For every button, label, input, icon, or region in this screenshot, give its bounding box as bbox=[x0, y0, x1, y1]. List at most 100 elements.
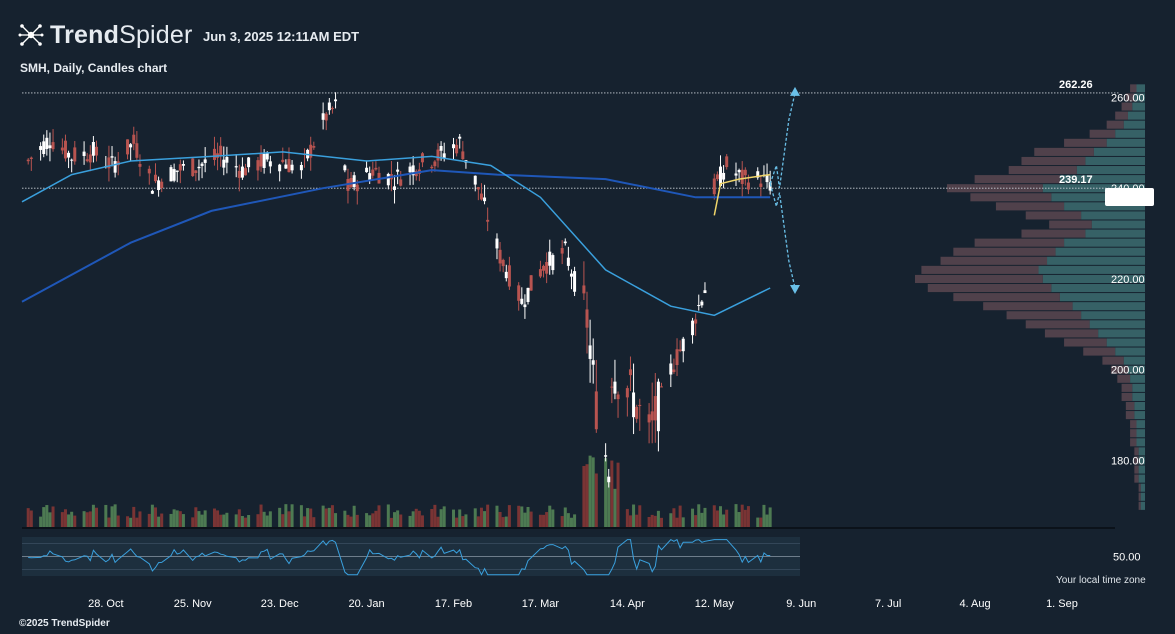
profile-bar-down bbox=[970, 193, 1052, 202]
profile-bar-up bbox=[1091, 220, 1145, 229]
volume-bar bbox=[591, 457, 595, 528]
candle-body bbox=[284, 164, 288, 169]
candle-body bbox=[88, 154, 92, 163]
volume-bar bbox=[650, 514, 654, 528]
volume-bar bbox=[529, 511, 533, 528]
candle-body bbox=[538, 269, 542, 277]
candle-body bbox=[147, 168, 151, 174]
volume-bar bbox=[703, 507, 707, 528]
volume-bar bbox=[247, 515, 251, 528]
candle-body bbox=[85, 159, 89, 162]
volume-bar bbox=[150, 504, 154, 528]
volume-bar bbox=[517, 505, 521, 528]
candle-body bbox=[458, 136, 462, 139]
volume-bar bbox=[647, 517, 651, 528]
volume-bar bbox=[200, 514, 204, 528]
volume-bar bbox=[225, 512, 229, 528]
rsi-panel: 50.00 bbox=[22, 537, 1141, 576]
profile-bar-down bbox=[1064, 338, 1107, 347]
candle-body bbox=[330, 108, 334, 110]
profile-bar-down bbox=[974, 238, 1065, 247]
profile-bar-down bbox=[983, 302, 1073, 311]
x-tick-label: 7. Jul bbox=[875, 598, 901, 610]
candle-body bbox=[175, 170, 179, 172]
volume-bar bbox=[85, 512, 89, 528]
volume-bar bbox=[88, 511, 92, 528]
candle-body bbox=[203, 159, 207, 163]
rsi-tick-label: 50.00 bbox=[1113, 552, 1141, 564]
candle-body bbox=[67, 152, 71, 158]
candle-body bbox=[479, 193, 483, 200]
volume-bar bbox=[479, 507, 483, 528]
profile-bar-down bbox=[1083, 347, 1116, 356]
candle-body bbox=[411, 165, 415, 176]
volume-bar bbox=[656, 510, 660, 528]
volume-bar bbox=[501, 517, 505, 528]
candle-body bbox=[517, 285, 521, 301]
profile-bar-down bbox=[1134, 456, 1139, 465]
volume-bar bbox=[138, 511, 142, 528]
candle-body bbox=[26, 159, 30, 162]
volume-bar bbox=[116, 515, 120, 528]
candle-body bbox=[244, 168, 248, 176]
vwap-line bbox=[713, 173, 771, 216]
candle-body bbox=[573, 271, 577, 292]
volume-bar bbox=[399, 514, 403, 528]
profile-bar-up bbox=[1115, 129, 1145, 138]
volume-bar bbox=[355, 514, 359, 528]
reference-label: 262.26 bbox=[1059, 79, 1093, 91]
candle-body bbox=[675, 349, 679, 366]
candle-body bbox=[433, 161, 437, 167]
profile-bar-down bbox=[1125, 93, 1135, 102]
volume-bar bbox=[616, 462, 620, 528]
profile-bar-down bbox=[995, 202, 1065, 211]
candle-body bbox=[299, 164, 303, 171]
volume-bar bbox=[95, 507, 99, 528]
candle-body bbox=[212, 148, 216, 160]
profile-bar-up bbox=[1132, 102, 1145, 111]
candle-body bbox=[740, 169, 744, 185]
indicator-lines bbox=[21, 86, 800, 317]
candle-body bbox=[495, 238, 499, 249]
volume-bar bbox=[526, 506, 530, 528]
spider-icon bbox=[18, 24, 44, 46]
candle-body bbox=[234, 166, 238, 168]
candle-body bbox=[746, 182, 750, 190]
volume-bar bbox=[160, 513, 164, 528]
candle-body bbox=[569, 273, 573, 277]
volume-bar bbox=[132, 506, 136, 528]
candle-body bbox=[545, 262, 549, 274]
volume-bar bbox=[756, 517, 760, 528]
volume-bar bbox=[284, 504, 288, 528]
profile-bar-up bbox=[1138, 447, 1145, 456]
volume-bar bbox=[63, 509, 67, 528]
candle-body bbox=[765, 174, 769, 183]
candle-body bbox=[430, 166, 434, 169]
candle-body bbox=[691, 320, 695, 336]
volume-bar bbox=[408, 515, 412, 528]
profile-bar-down bbox=[1134, 465, 1139, 474]
candle-body bbox=[107, 157, 111, 169]
profile-bar-up bbox=[1093, 147, 1145, 156]
profile-bar-up bbox=[1138, 465, 1145, 474]
candle-body bbox=[501, 259, 505, 267]
volume-bar bbox=[548, 505, 552, 528]
candle-body bbox=[551, 255, 555, 271]
profile-bar-down bbox=[940, 256, 1048, 265]
candle-body bbox=[455, 144, 459, 154]
profile-bar-up bbox=[1064, 238, 1145, 247]
candle-body bbox=[169, 167, 173, 182]
candle-body bbox=[48, 145, 52, 149]
volume-bar bbox=[653, 515, 657, 528]
profile-bar-up bbox=[1051, 193, 1145, 202]
profile-bar-down bbox=[1034, 147, 1094, 156]
candle-body bbox=[191, 158, 195, 177]
candle-body bbox=[638, 404, 642, 406]
profile-bar-up bbox=[1136, 438, 1145, 447]
candle-body bbox=[60, 147, 64, 151]
profile-bar-down bbox=[953, 247, 1056, 256]
volume-bar bbox=[26, 508, 30, 528]
volume-bar bbox=[73, 515, 77, 528]
candle-body bbox=[635, 406, 639, 419]
